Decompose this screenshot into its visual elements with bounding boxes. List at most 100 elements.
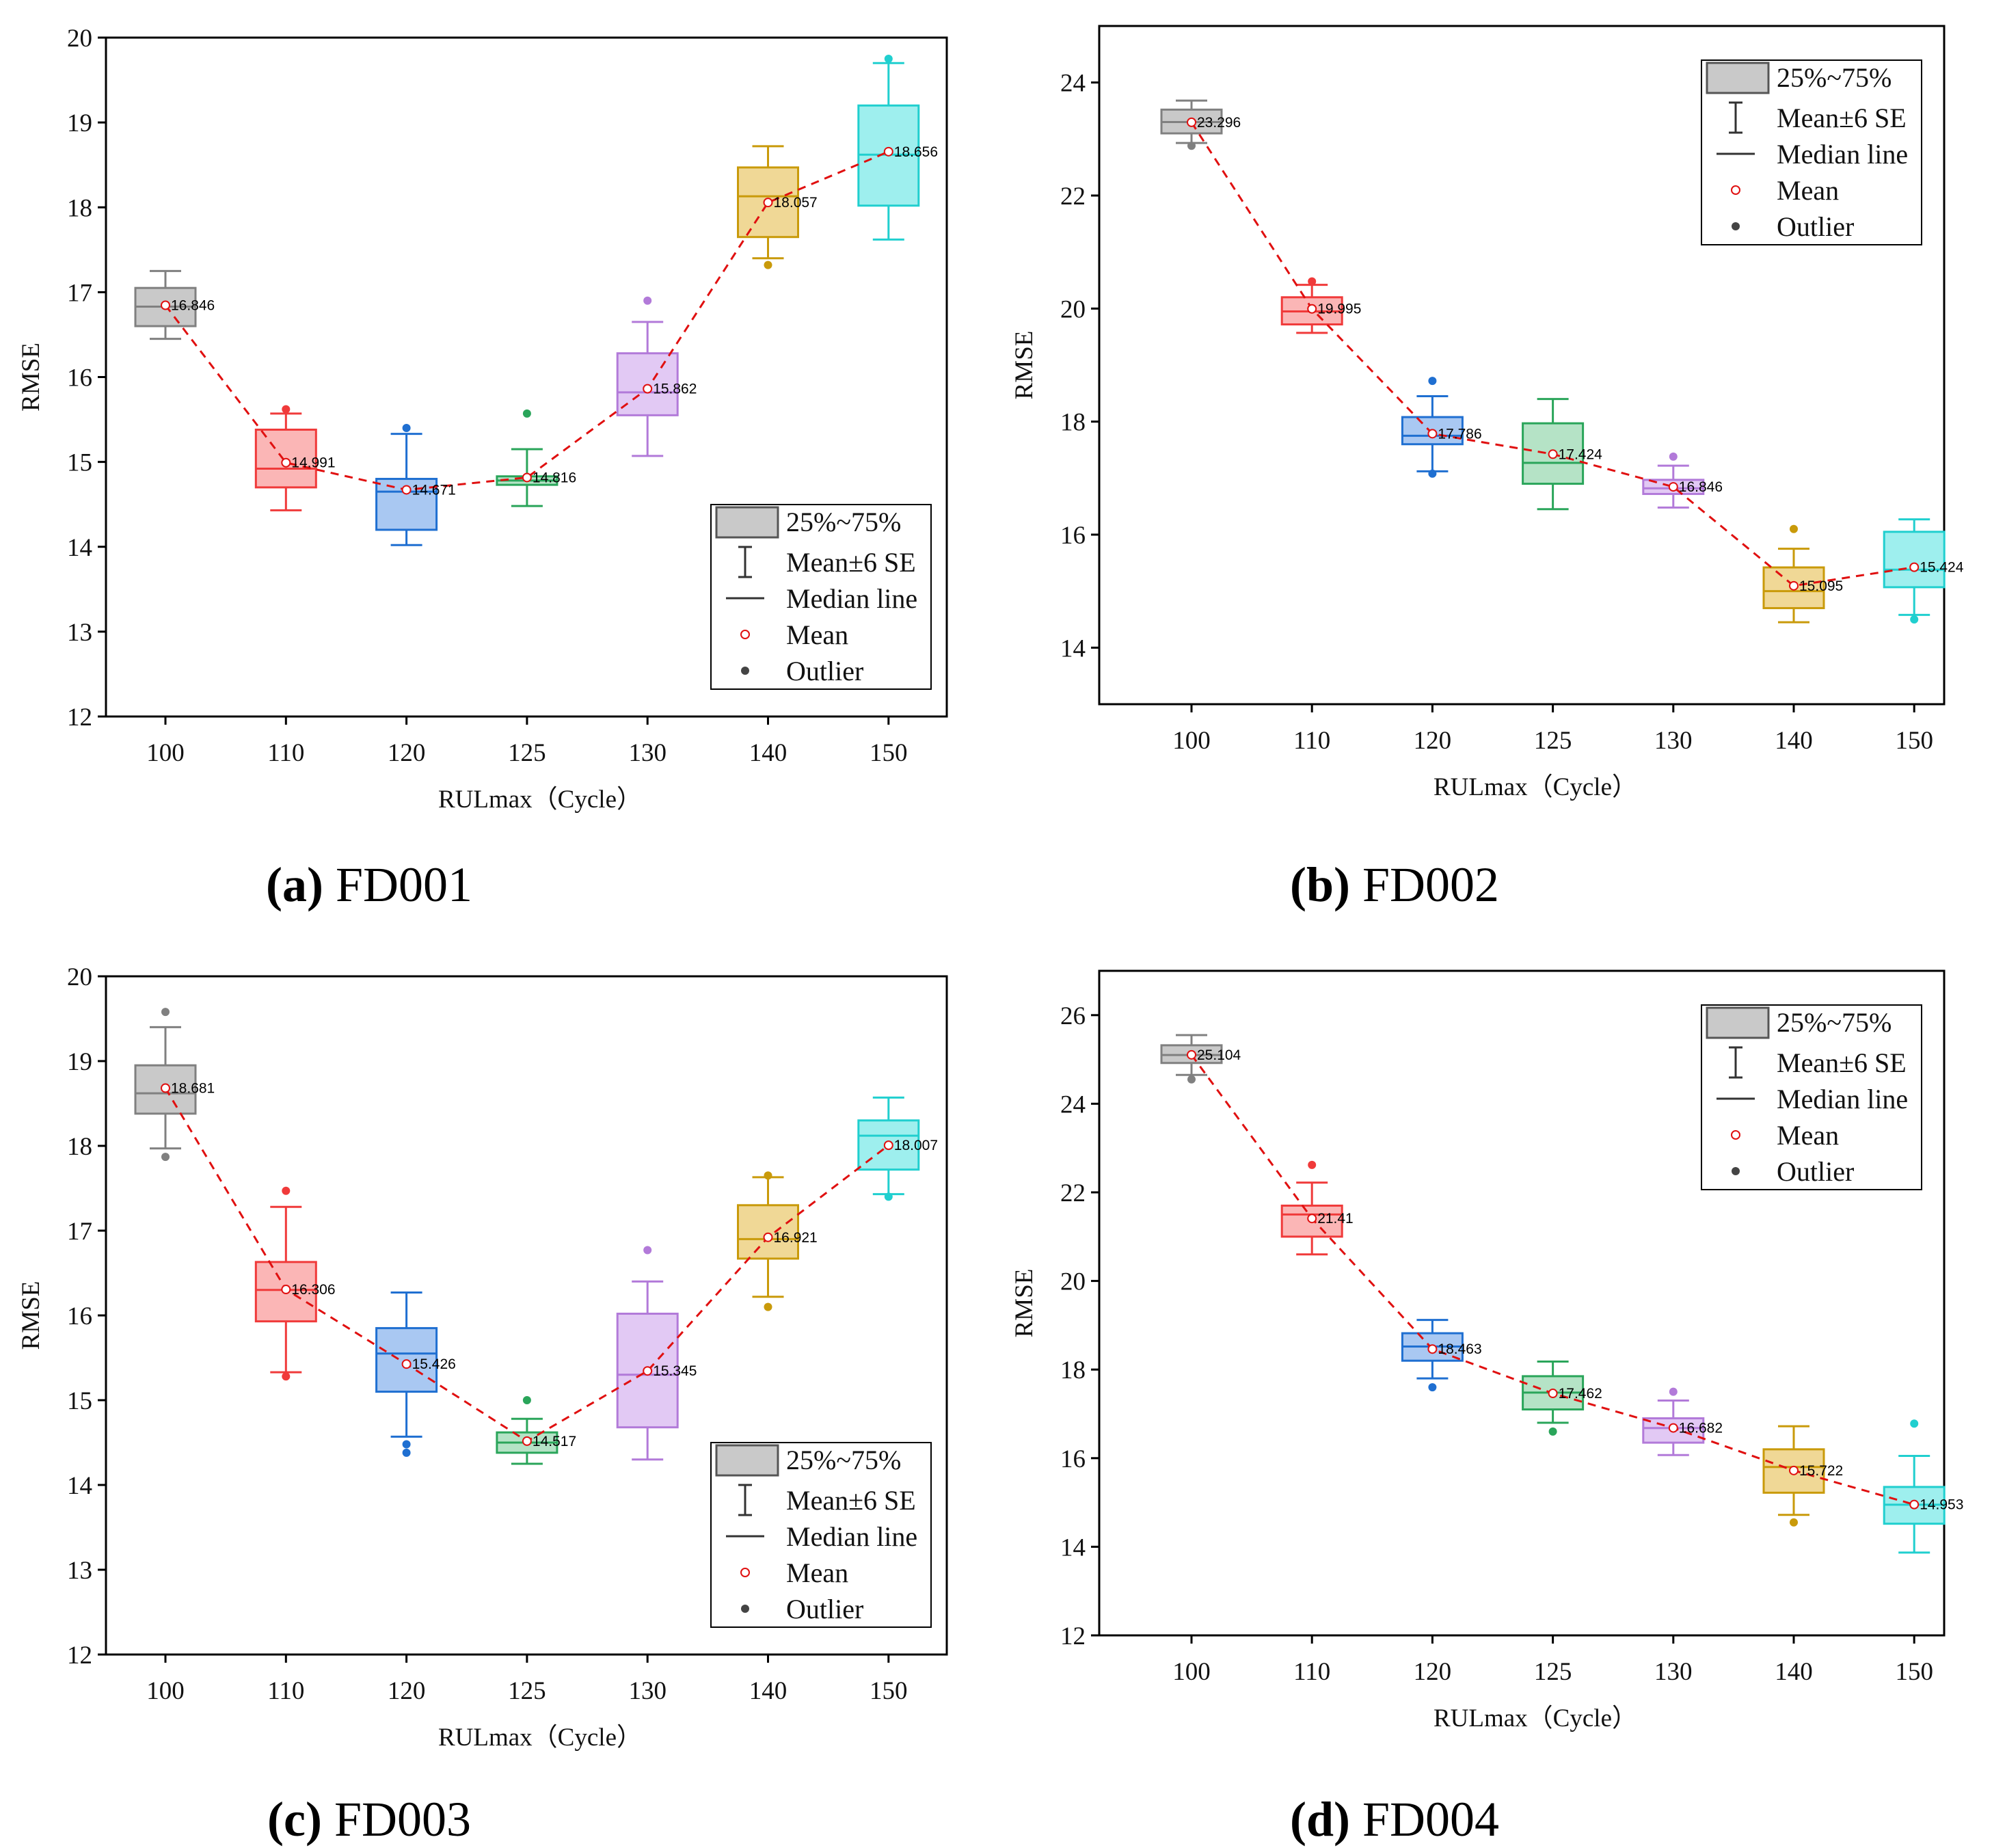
x-tick-label: 130 [628,1677,667,1705]
mean-marker [1307,1214,1317,1224]
mean-value-label: 18.463 [1438,1341,1481,1357]
outlier-point [161,1008,170,1017]
outlier-point [764,1171,772,1180]
legend-label-box: 25%~75% [786,507,901,537]
x-tick-label: 140 [1775,1658,1813,1686]
outlier-point [522,1396,531,1404]
legend-outlier-icon [741,667,749,675]
box-110 [1280,277,1343,334]
mean-marker [643,384,653,394]
outlier-point [1428,469,1437,478]
y-axis-label: RMSE [17,343,45,412]
y-tick-label: 16 [1060,1445,1086,1473]
legend: 25%~75% Mean±6 SE Median line Mean Outlier [710,504,932,690]
legend-box-swatch [1706,1006,1770,1039]
outlier-point [282,1186,291,1195]
x-tick-label: 100 [146,1677,185,1705]
caption-letter: (a) [266,857,323,912]
mean-value-label: 16.846 [171,297,215,313]
y-tick-label: 14 [67,534,92,562]
box-125 [496,409,558,507]
outlier-point [1187,142,1196,150]
mean-marker [1548,449,1558,459]
y-tick-label: 24 [1060,1090,1086,1119]
outlier-point [1548,1427,1557,1436]
outlier-point [643,1246,652,1255]
outlier-point [402,1448,411,1457]
mean-value-label: 21.41 [1317,1211,1354,1227]
mean-marker [1187,1049,1196,1060]
mean-value-label: 16.921 [774,1230,818,1246]
x-tick-label: 130 [1654,1658,1693,1686]
legend-label-mean: Mean [786,619,848,650]
x-tick-label: 110 [1293,1658,1330,1686]
y-tick-label: 22 [1060,1179,1086,1207]
outlier-point [161,1153,170,1162]
x-tick-label: 125 [1534,727,1572,755]
y-tick-label: 16 [1060,522,1086,550]
legend-label-median: Median line [1777,139,1908,170]
legend-mean-icon [1731,1130,1740,1140]
panel-d: 12 14 16 18 20 22 24 26 100 110 120 125 130 140 150 RUL… [1010,969,1963,1847]
outlier-point [522,409,531,418]
x-tick-label: 130 [1654,727,1693,755]
box-iqr [1883,531,1946,589]
outlier-point [1669,1387,1678,1396]
mean-value-label: 17.462 [1559,1386,1602,1402]
mean-marker [883,146,893,157]
legend-outlier-icon [1732,1167,1740,1175]
y-axis-label: RMSE [17,1281,45,1350]
legend-label-median: Median line [1777,1084,1908,1114]
mean-value-label: 14.953 [1920,1497,1963,1513]
mean-marker [1427,429,1438,439]
caption-dataset-name: FD003 [322,1792,471,1847]
legend-label-whisker: Mean±6 SE [786,1485,916,1516]
mean-value-label: 17.424 [1559,446,1603,462]
mean-marker [1789,1465,1799,1475]
mean-value-label: 23.296 [1197,115,1241,131]
mean-value-label: 15.722 [1799,1463,1843,1479]
outlier-point [1790,524,1798,533]
caption-dataset-name: FD004 [1350,1792,1499,1847]
legend-box-swatch [1706,62,1770,94]
mean-marker [1548,1389,1558,1399]
y-tick-label: 16 [67,1302,92,1330]
mean-marker [763,198,773,208]
panel-b: 14 16 18 20 22 24 100 110 120 125 130 140 150 RULmax（… [1010,25,1964,912]
legend-label-mean: Mean [1777,175,1839,206]
legend-label-outlier: Outlier [786,656,863,686]
outlier-point [1308,1160,1317,1169]
box-140 [1762,1425,1825,1527]
mean-value-label: 15.345 [653,1363,697,1379]
mean-value-label: 16.682 [1679,1421,1723,1436]
box-125 [1522,1361,1585,1436]
mean-marker [401,485,412,495]
box-100 [134,1008,197,1162]
x-tick-label: 140 [1775,727,1813,755]
x-tick-label: 100 [146,739,185,767]
mean-marker [161,1083,170,1093]
box-130 [616,296,679,457]
outlier-point [1428,1383,1437,1392]
mean-marker [1307,304,1317,314]
box-iqr [1401,416,1464,446]
box-150 [1883,1419,1946,1554]
outlier-point [884,1192,893,1201]
mean-value-label: 16.846 [1679,479,1723,495]
y-tick-label: 13 [67,619,92,647]
y-tick-label: 18 [67,1133,92,1161]
legend-outlier-icon [741,1605,749,1613]
y-tick-label: 20 [1060,1268,1086,1296]
plot-frame [1098,969,1946,1637]
y-tick-label: 18 [67,194,92,222]
y-tick-label: 24 [1060,70,1086,98]
mean-value-label: 14.671 [412,482,456,498]
x-tick-label: 100 [1172,1658,1211,1686]
y-tick-label: 19 [67,1048,92,1076]
caption-dataset-name: FD002 [1350,857,1499,912]
mean-value-label: 18.656 [894,144,938,160]
y-tick-label: 20 [67,25,92,53]
mean-marker [643,1366,653,1376]
box-125 [496,1396,558,1465]
